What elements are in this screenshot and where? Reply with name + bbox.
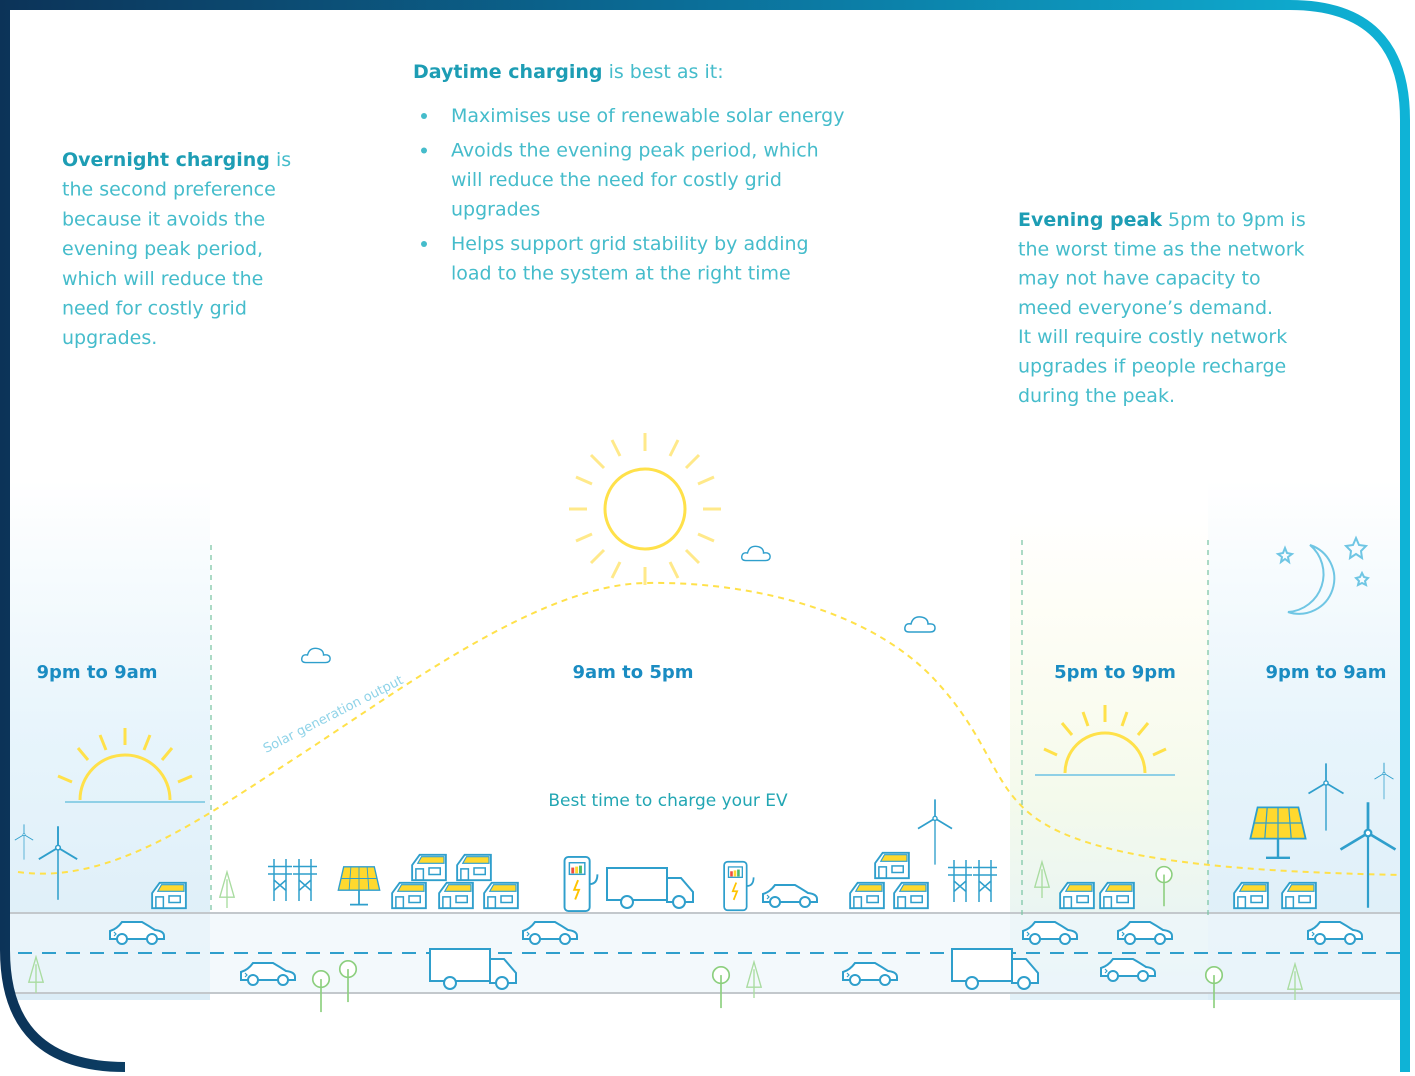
bullet-line: load to the system at the right time xyxy=(451,263,791,285)
paragraph-line: upgrades if people recharge xyxy=(1018,356,1286,378)
sun xyxy=(569,433,721,585)
period-label: 9pm to 9am xyxy=(1265,662,1386,683)
scenery xyxy=(457,855,491,880)
scenery xyxy=(412,855,446,880)
paragraph-line: It will require costly network xyxy=(1018,326,1287,348)
paragraph-line: Evening peak 5pm to 9pm is xyxy=(1018,209,1306,231)
curve-label: Solar generation output xyxy=(261,673,406,757)
sun xyxy=(605,469,685,549)
bullet xyxy=(421,241,427,247)
paragraph-line: meed everyone’s demand. xyxy=(1018,297,1273,319)
lead: is xyxy=(276,149,291,171)
paragraph-line: during the peak. xyxy=(1018,385,1175,407)
paragraph-line: Overnight charging is xyxy=(62,149,291,171)
paragraph-line: the second preference xyxy=(62,179,276,201)
paragraph-line: need for costly grid xyxy=(62,298,247,320)
scenery xyxy=(338,867,379,905)
scenery xyxy=(1060,883,1094,908)
bullet xyxy=(421,148,427,154)
bullet xyxy=(421,113,427,119)
period-label: 5pm to 9pm xyxy=(1054,662,1176,683)
scenery xyxy=(763,885,817,907)
scenery xyxy=(484,883,518,908)
clouds xyxy=(302,648,330,662)
bullet-line: Maximises use of renewable solar energy xyxy=(451,105,844,127)
scenery xyxy=(1100,883,1134,908)
scenery xyxy=(973,860,997,902)
lead: is best as it: xyxy=(609,61,724,83)
scenery xyxy=(948,860,972,902)
clouds xyxy=(905,617,935,632)
scenery xyxy=(293,859,317,901)
infographic: 9pm to 9am 9am to 5pm 5pm to 9pm 9pm to … xyxy=(0,0,1415,1072)
heading: Evening peak xyxy=(1018,209,1162,231)
best-time: Best time to charge your EV xyxy=(548,791,788,811)
sun xyxy=(569,433,721,585)
paragraph-line: evening peak period, xyxy=(62,238,263,260)
scenery xyxy=(918,799,952,864)
period-label: 9am to 5pm xyxy=(572,662,693,683)
page: 9pm to 9am 9am to 5pm 5pm to 9pm 9pm to … xyxy=(0,0,1415,1072)
paragraph-line: which will reduce the xyxy=(62,268,263,290)
paragraph-line: the worst time as the network xyxy=(1018,238,1305,260)
paragraph-line: because it avoids the xyxy=(62,208,265,230)
scenery xyxy=(875,853,909,878)
scenery xyxy=(220,872,234,908)
scenery xyxy=(268,859,292,901)
scenery xyxy=(565,857,598,911)
bullet-line: upgrades xyxy=(451,199,540,221)
lead: 5pm to 9pm is xyxy=(1168,209,1306,231)
clouds xyxy=(742,546,770,560)
scenery xyxy=(392,883,426,908)
heading: Daytime charging xyxy=(413,61,603,83)
period-label: 9pm to 9am xyxy=(36,662,157,683)
paragraph-line: upgrades. xyxy=(62,327,157,349)
scenery xyxy=(724,862,753,911)
scenery xyxy=(894,883,928,908)
scenery xyxy=(1282,883,1316,908)
scenery xyxy=(439,883,473,908)
scenery xyxy=(850,883,884,908)
scenery xyxy=(1234,883,1268,908)
bullet-line: will reduce the need for costly grid xyxy=(451,169,782,191)
bullet-line: Helps support grid stability by adding xyxy=(451,233,809,255)
scenery xyxy=(152,883,186,908)
scenery xyxy=(607,868,693,908)
paragraph-line: may not have capacity to xyxy=(1018,268,1261,290)
paragraph-line: Daytime charging is best as it: xyxy=(413,61,724,83)
road xyxy=(10,913,1403,993)
bullet-line: Avoids the evening peak period, which xyxy=(451,140,819,162)
heading: Overnight charging xyxy=(62,149,270,171)
